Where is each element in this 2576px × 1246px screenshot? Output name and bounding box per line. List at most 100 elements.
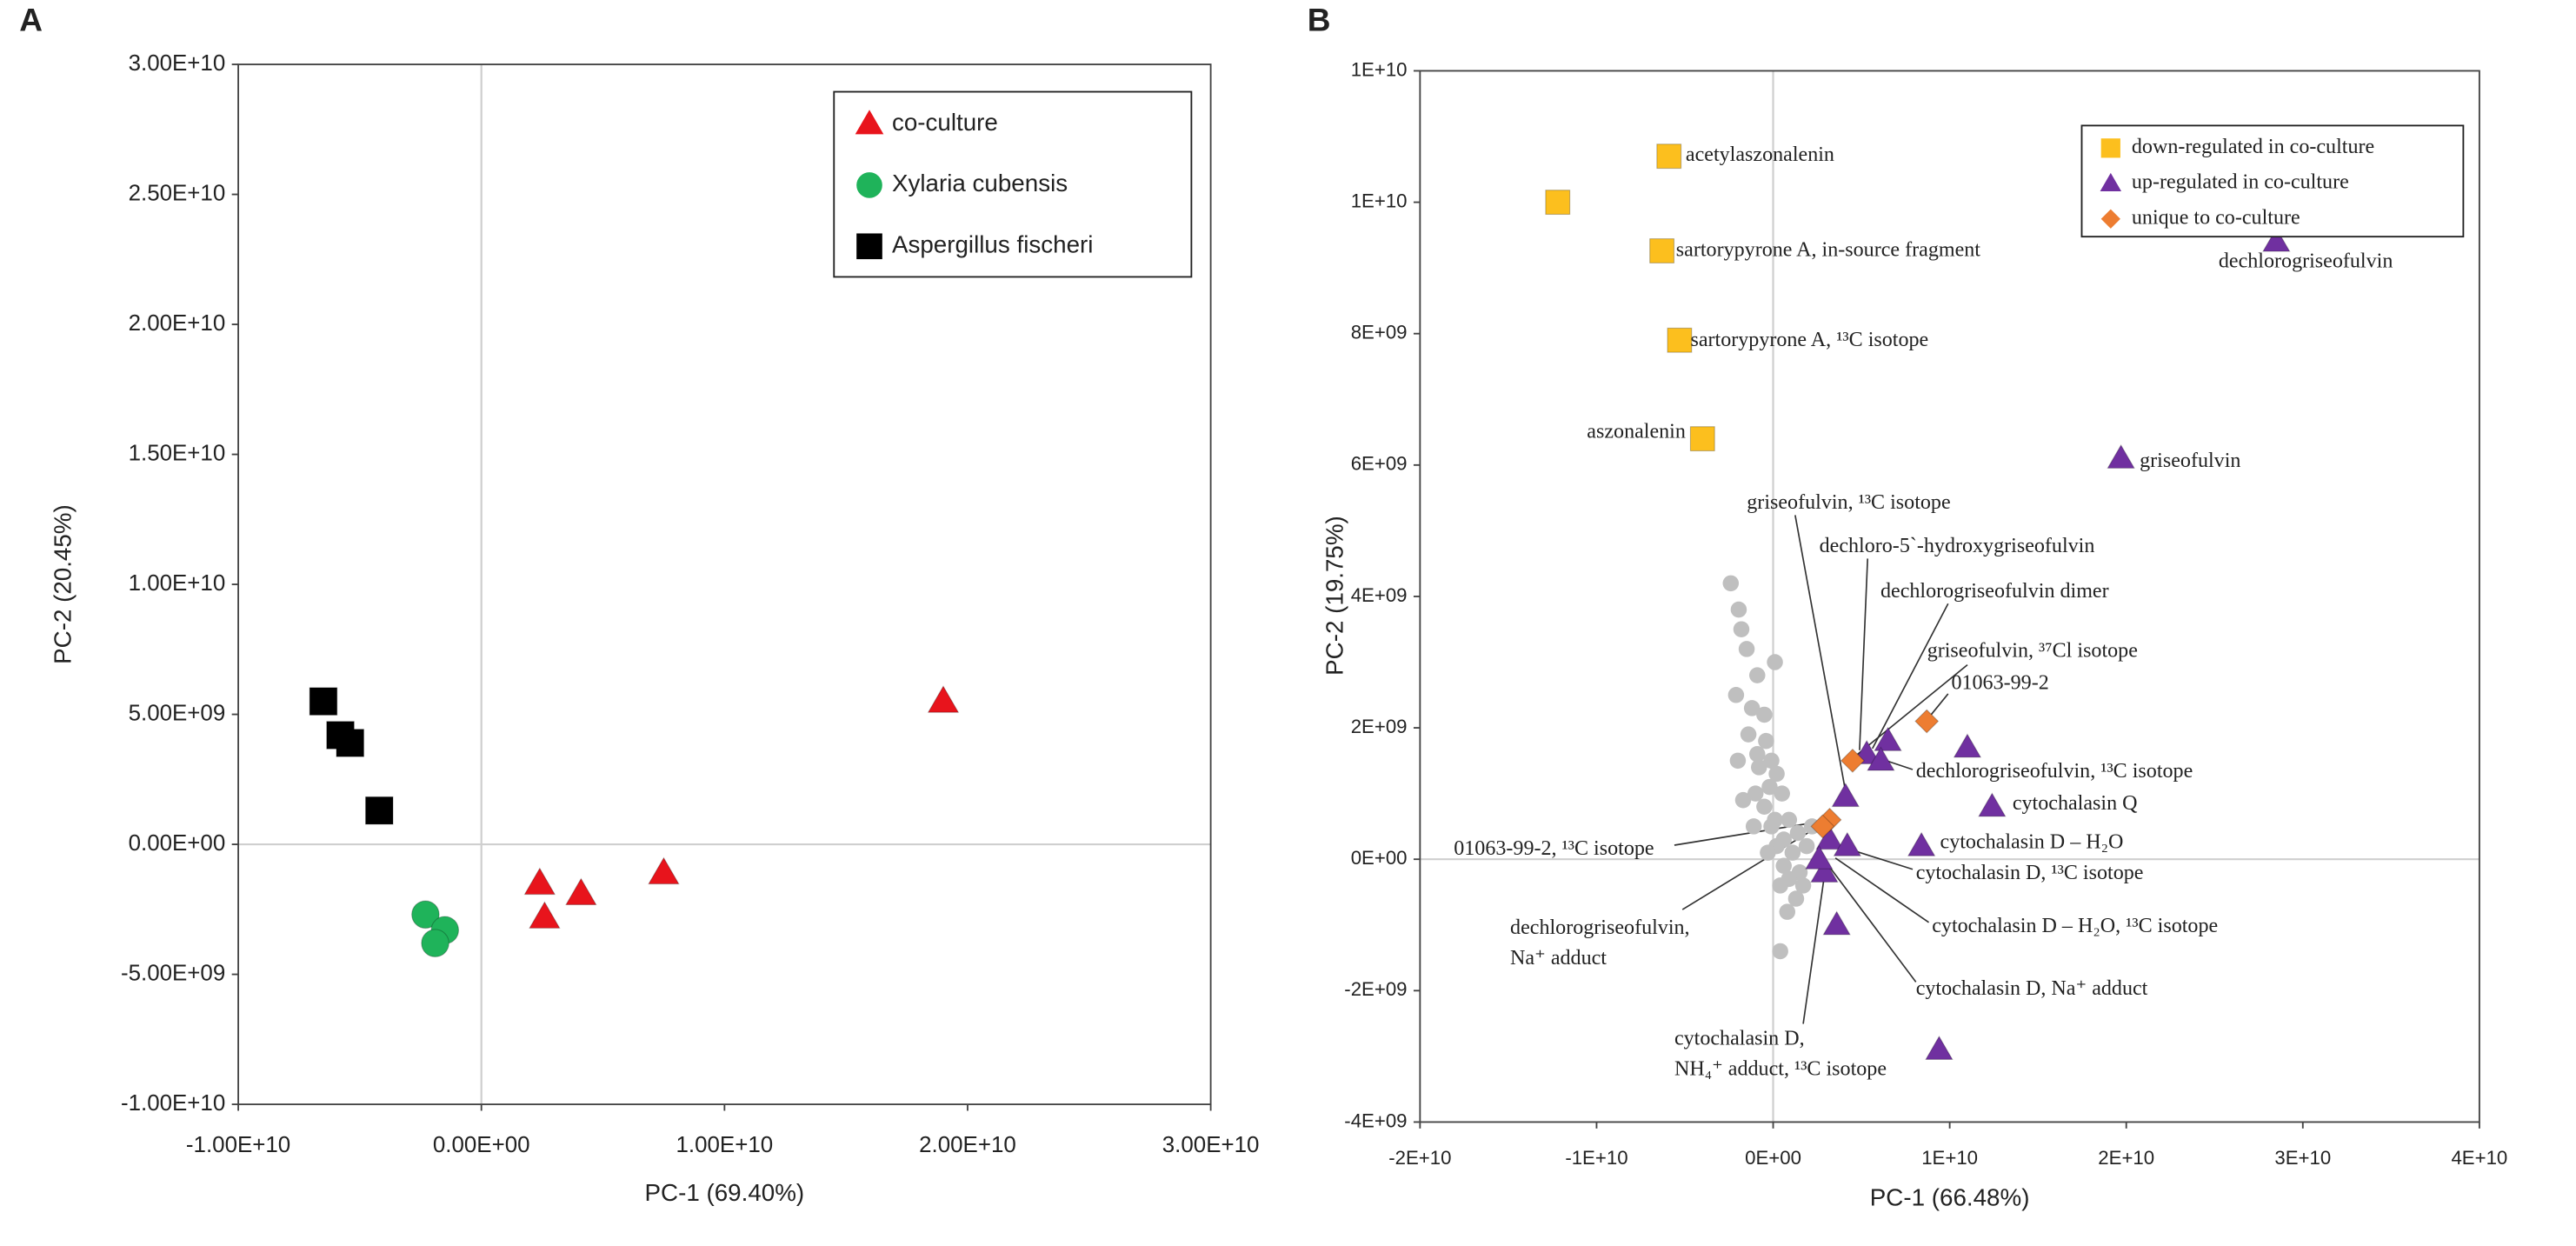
marker	[1907, 831, 1936, 856]
x-tick-label: -1.00E+10	[186, 1133, 290, 1157]
x-tick-label: 3.00E+10	[1162, 1133, 1260, 1157]
marker	[421, 929, 449, 957]
leader-line	[1802, 876, 1825, 1024]
annotation: dechlorogriseofulvin,	[1510, 916, 1690, 939]
annotation: griseofulvin, ¹³C isotope	[1747, 491, 1950, 514]
marker	[855, 110, 884, 135]
y-tick-label: 2.50E+10	[129, 181, 226, 205]
x-tick-label: -1E+10	[1565, 1147, 1627, 1169]
marker	[1774, 785, 1790, 802]
marker	[1815, 825, 1844, 850]
annotation: cytochalasin D,	[1674, 1028, 1805, 1050]
y-tick-label: 1E+10	[1351, 58, 1408, 80]
y-tick-label: 1.00E+10	[129, 571, 226, 596]
annotation: cytochalasin D – H₂O, ¹³C isotope	[1932, 915, 2218, 937]
marker	[529, 901, 561, 929]
annotation: cytochalasin D, Na⁺ adduct	[1916, 977, 2148, 1000]
marker	[1729, 752, 1747, 770]
marker	[856, 172, 882, 198]
marker	[1784, 844, 1801, 861]
leader-line	[1871, 603, 1949, 750]
x-tick-label: 0E+00	[1745, 1147, 1801, 1169]
legend-label: Xylaria cubensis	[892, 170, 1068, 197]
y-tick-label: 4E+09	[1351, 584, 1408, 606]
marker	[1798, 837, 1815, 855]
x-tick-label: 1E+10	[1921, 1147, 1978, 1169]
x-tick-label: 4E+10	[2451, 1147, 2507, 1169]
y-tick-label: 5.00E+09	[129, 701, 226, 725]
marker	[1767, 654, 1783, 670]
marker	[2262, 227, 2291, 252]
annotation: cytochalasin Q	[2013, 792, 2138, 815]
marker	[1756, 798, 1773, 816]
y-tick-label: 1E+10	[1351, 190, 1408, 211]
marker	[1758, 732, 1774, 750]
marker	[1733, 621, 1750, 637]
x-axis-title: PC-1 (66.48%)	[1870, 1184, 2030, 1211]
x-tick-label: 2.00E+10	[919, 1133, 1016, 1157]
marker	[2100, 172, 2122, 191]
legend-label: down-regulated in co-culture	[2132, 136, 2374, 158]
legend-label: Aspergillus fischeri	[892, 231, 1093, 258]
marker	[1831, 783, 1860, 808]
legend-label: co-culture	[892, 109, 998, 136]
marker	[1738, 641, 1755, 657]
annotation: griseofulvin	[2140, 450, 2240, 472]
marker	[565, 877, 597, 906]
marker	[1760, 844, 1776, 861]
marker	[1779, 903, 1796, 920]
marker	[1953, 733, 1982, 758]
marker	[1805, 844, 1834, 870]
marker	[1545, 190, 1571, 216]
y-tick-label: 0.00E+00	[129, 831, 226, 856]
legend-box	[2080, 124, 2465, 238]
marker	[1810, 857, 1839, 883]
annotation: 01063-99-2	[1951, 671, 2048, 694]
marker	[1730, 601, 1747, 618]
panel: B -4E+09 -2E+09 0E+00 2E+09 4E+09 6E+09 8E+09 1E…	[1308, 2, 2508, 1211]
marker	[364, 796, 394, 825]
y-tick-label: 1.50E+10	[129, 441, 226, 465]
marker	[1667, 327, 1693, 353]
leader-line	[1859, 558, 1869, 750]
y-tick-label: 3.00E+10	[129, 51, 226, 76]
marker	[1787, 890, 1805, 907]
legend-label: up-regulated in co-culture	[2132, 171, 2349, 194]
annotation: aszonalenin	[1587, 421, 1686, 443]
marker	[1727, 687, 1745, 703]
annotation: NH₄⁺ adduct, ¹³C isotope	[1674, 1058, 1887, 1081]
x-tick-label: 0.00E+00	[433, 1133, 530, 1157]
marker	[1822, 910, 1851, 936]
marker	[1649, 238, 1675, 263]
marker	[1740, 726, 1757, 743]
marker	[1756, 706, 1773, 723]
annotation: dechlorogriseofulvin, ¹³C isotope	[1916, 760, 2193, 783]
marker	[1914, 709, 1940, 734]
y-tick-label: -1.00E+10	[121, 1091, 225, 1116]
y-tick-label: 0E+00	[1351, 847, 1408, 869]
panel-label: B	[1308, 2, 1331, 38]
leader-line	[1794, 515, 1847, 790]
y-tick-label: -5.00E+09	[121, 961, 225, 985]
marker	[2100, 138, 2120, 158]
marker	[927, 685, 960, 713]
marker	[856, 233, 882, 260]
annotation: dechlorogriseofulvin	[2219, 250, 2393, 272]
marker	[1748, 667, 1766, 683]
panel: A -1.00E+10 -5.00E+09 0.00E+00 5.00E+09 1.00E…	[19, 2, 1259, 1206]
y-tick-label: -4E+09	[1344, 1109, 1407, 1131]
annotation: 01063-99-2, ¹³C isotope	[1454, 837, 1654, 860]
marker	[1743, 700, 1761, 716]
y-axis-title: PC-2 (20.45%)	[49, 504, 76, 664]
marker	[1794, 877, 1812, 894]
marker	[1689, 426, 1715, 452]
marker	[1833, 831, 1862, 856]
marker	[1745, 818, 1762, 835]
y-tick-label: 2.00E+10	[129, 311, 226, 336]
marker	[1772, 943, 1788, 960]
marker	[1722, 575, 1740, 592]
marker	[1775, 857, 1792, 875]
marker	[2107, 443, 2135, 469]
y-axis-title: PC-2 (19.75%)	[1321, 516, 1348, 676]
